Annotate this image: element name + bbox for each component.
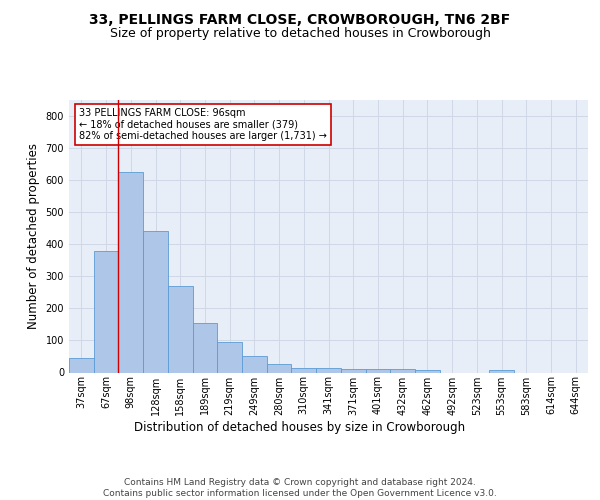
Bar (316, 368, 341, 372)
Bar (341, 369, 365, 372)
Text: Contains HM Land Registry data © Crown copyright and database right 2024.
Contai: Contains HM Land Registry data © Crown c… (103, 478, 497, 498)
Y-axis label: Number of detached properties: Number of detached properties (27, 143, 40, 329)
Bar (143, 232, 168, 372)
Bar (193, 323, 217, 372)
Bar (292, 368, 316, 372)
Bar (217, 342, 242, 372)
Bar (267, 364, 292, 372)
Bar (415, 370, 440, 372)
Bar (168, 286, 193, 372)
Bar (489, 370, 514, 372)
Bar (242, 356, 267, 372)
Bar (390, 370, 415, 372)
Bar (118, 172, 143, 372)
Text: 33, PELLINGS FARM CLOSE, CROWBOROUGH, TN6 2BF: 33, PELLINGS FARM CLOSE, CROWBOROUGH, TN… (89, 12, 511, 26)
Bar (365, 369, 390, 372)
Bar (69, 358, 94, 372)
Text: 33 PELLINGS FARM CLOSE: 96sqm
← 18% of detached houses are smaller (379)
82% of : 33 PELLINGS FARM CLOSE: 96sqm ← 18% of d… (79, 108, 327, 142)
Text: Distribution of detached houses by size in Crowborough: Distribution of detached houses by size … (134, 421, 466, 434)
Bar (94, 250, 118, 372)
Text: Size of property relative to detached houses in Crowborough: Size of property relative to detached ho… (110, 28, 490, 40)
